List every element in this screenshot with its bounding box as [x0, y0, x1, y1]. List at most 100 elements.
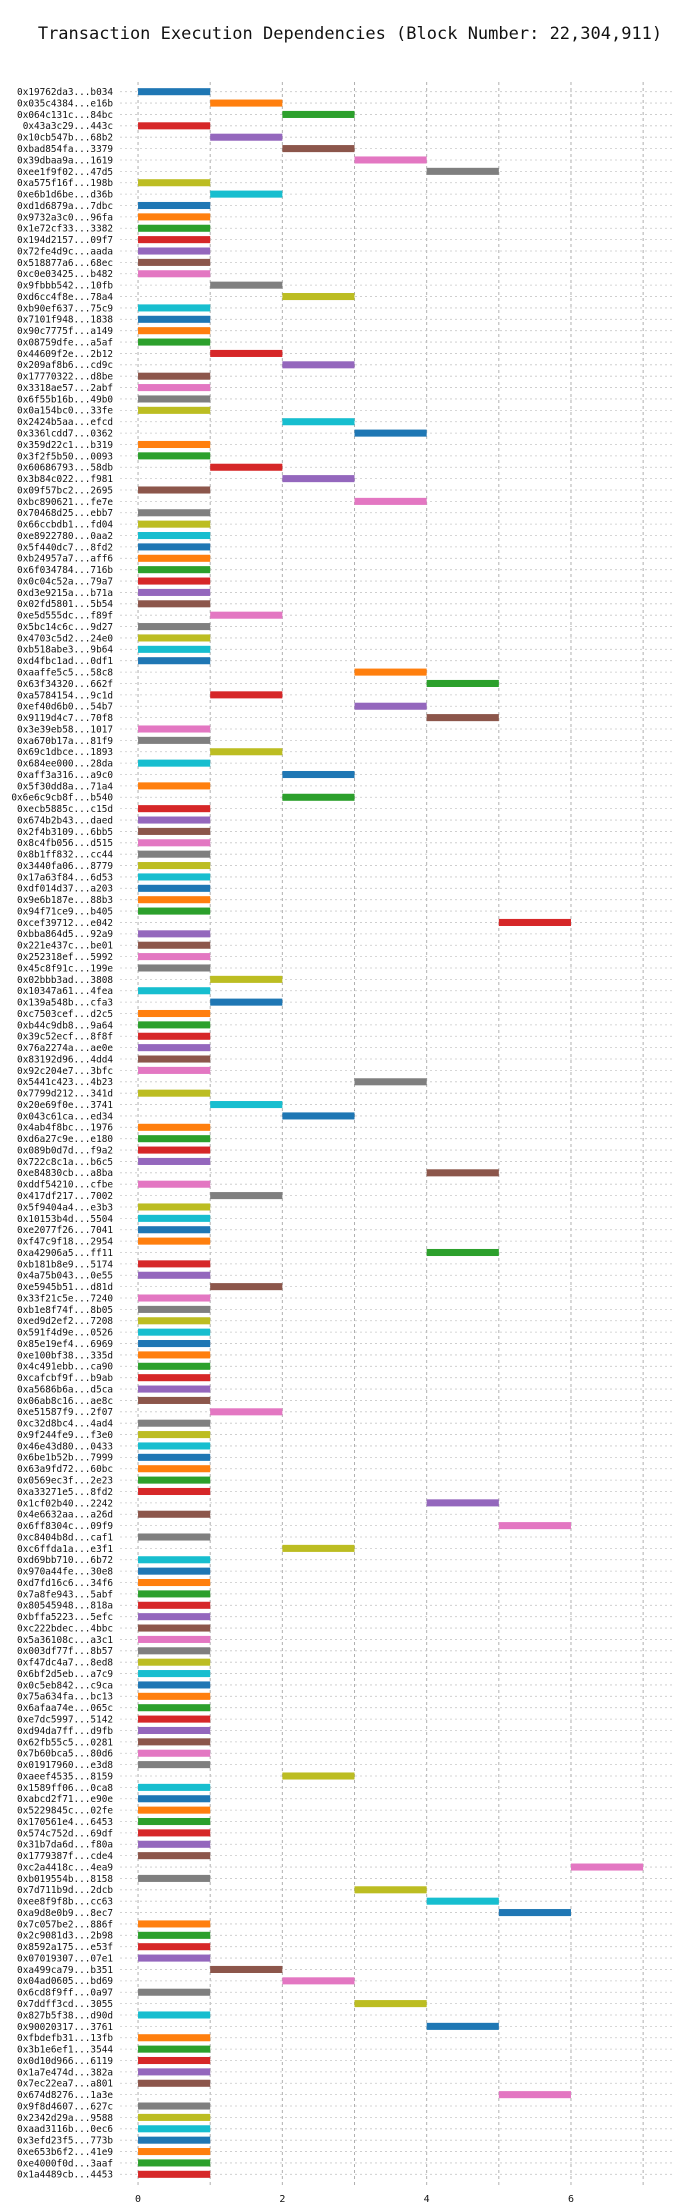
transaction-bar — [138, 577, 211, 585]
transaction-label: 0x7c057be2...886f — [17, 1919, 113, 1930]
transaction-bar — [138, 1431, 211, 1439]
transaction-label: 0xa5784154...9c1d — [17, 690, 113, 701]
transaction-bar — [138, 1260, 211, 1268]
transaction-bar — [282, 418, 355, 426]
transaction-bar — [138, 725, 211, 733]
transaction-label: 0x92c204e7...3bfc — [17, 1066, 113, 1077]
transaction-bar — [138, 1556, 211, 1564]
transaction-label: 0x09f57bc2...2695 — [17, 485, 113, 496]
transaction-label: 0x75a634fa...bc13 — [17, 1692, 113, 1703]
transaction-label: 0xd69bb710...6b72 — [17, 1555, 113, 1566]
transaction-bar — [138, 2102, 211, 2110]
x-tick-layer: 0 2 4 6 — [135, 2194, 574, 2205]
transaction-bar — [138, 406, 211, 414]
transaction-bar — [138, 543, 211, 551]
transaction-label: 0x0569ec3f...2e23 — [17, 1476, 113, 1487]
transaction-label: 0x1e72cf33...3382 — [17, 224, 113, 235]
transaction-bar — [138, 850, 211, 858]
transaction-label: 0xb24957a7...aff6 — [17, 554, 113, 565]
transaction-label: 0x5f9404a4...e3b3 — [17, 1202, 113, 1213]
transaction-label: 0x1cf02b40...2242 — [17, 1498, 113, 1509]
transaction-label: 0x85e19ef4...6969 — [17, 1339, 113, 1350]
transaction-bar — [138, 486, 211, 494]
transaction-bar — [210, 1965, 283, 1973]
transaction-bar — [138, 1271, 211, 1279]
transaction-label: 0x3b1e6ef1...3544 — [17, 2045, 113, 2056]
transaction-bar — [282, 293, 355, 301]
transaction-label: 0x04ad0605...bd69 — [17, 1976, 113, 1987]
transaction-bar — [138, 2045, 211, 2053]
transaction-bar — [498, 1909, 571, 1917]
transaction-bar — [138, 452, 211, 460]
transaction-bar — [138, 1806, 211, 1814]
transaction-label: 0x2342d29a...9588 — [17, 2113, 113, 2124]
transaction-label: 0xb518abe3...9b64 — [17, 645, 113, 656]
transaction-label: 0xa499ca79...b351 — [17, 1965, 113, 1976]
transaction-bar — [138, 1704, 211, 1712]
transaction-label: 0xa33271e5...8fd2 — [17, 1487, 113, 1498]
transaction-label: 0x518877a6...68ec — [17, 258, 113, 269]
transaction-bar — [282, 793, 355, 801]
transaction-bar — [138, 2125, 211, 2133]
transaction-bar — [138, 930, 211, 938]
transaction-bar — [138, 224, 211, 232]
transaction-label: 0x9f244fe9...f3e0 — [17, 1430, 113, 1441]
transaction-label: 0xc7503cef...d2c5 — [17, 1009, 113, 1020]
transaction-bar — [138, 566, 211, 574]
transaction-bar — [354, 1078, 427, 1086]
transaction-bar — [426, 679, 499, 688]
transaction-bar — [354, 1886, 427, 1894]
transaction-bar — [138, 1931, 211, 1939]
transaction-bar — [138, 1294, 211, 1302]
transaction-label: 0x5f440dc7...8fd2 — [17, 542, 113, 553]
transaction-bar — [282, 145, 355, 153]
transaction-label: 0xe100bf38...335d — [17, 1350, 113, 1361]
transaction-label: 0x722c8c1a...b6c5 — [17, 1157, 113, 1168]
transaction-bar — [210, 748, 283, 756]
transaction-label: 0x7ddff3cd...3055 — [17, 1999, 113, 2010]
transaction-bar — [138, 1237, 211, 1245]
transaction-label: 0x20e69f0e...3741 — [17, 1100, 113, 1111]
transaction-bar — [138, 1305, 211, 1313]
transaction-label: 0x221e437c...be01 — [17, 941, 113, 952]
transaction-label: 0x63f34320...662f — [17, 679, 113, 690]
transaction-bar — [210, 1283, 283, 1291]
transaction-label: 0x2424b5aa...efcd — [17, 417, 113, 428]
transaction-bar — [210, 463, 283, 471]
transaction-label: 0x4703c5d2...24e0 — [17, 633, 113, 644]
transaction-label: 0xd1d6879a...7dbc — [17, 201, 113, 212]
transaction-label: 0xb1e8f74f...8b05 — [17, 1305, 113, 1316]
transaction-bar — [138, 384, 211, 392]
transaction-bar — [138, 1032, 211, 1040]
transaction-label: 0x60686793...58db — [17, 463, 113, 474]
transaction-label: 0x827b5f38...d90d — [17, 2010, 113, 2021]
transaction-bar — [138, 827, 211, 835]
transaction-bar — [210, 998, 283, 1006]
transaction-label: 0x043c61ca...ed34 — [17, 1111, 113, 1122]
transaction-bar — [138, 1044, 211, 1052]
transaction-label: 0xd94da7ff...d9fb — [17, 1726, 113, 1737]
transaction-bar — [138, 1396, 211, 1404]
transaction-bar — [210, 691, 283, 699]
transaction-label: 0x139a548b...cfa3 — [17, 998, 113, 1009]
transaction-label: 0x3e39eb58...1017 — [17, 724, 113, 735]
x-tick-label: 6 — [568, 2194, 574, 2205]
transaction-bar — [138, 1601, 211, 1609]
transaction-label: 0x6f034784...716b — [17, 565, 113, 576]
transaction-label: 0x7d711b9d...2dcb — [17, 1885, 113, 1896]
transaction-label: 0xe2077f26...7041 — [17, 1225, 113, 1236]
transaction-label: 0x02fd5801...5b54 — [17, 599, 113, 610]
transaction-bar — [138, 941, 211, 949]
transaction-label: 0xbffa5223...5efc — [17, 1612, 113, 1623]
transaction-label: 0x5229845c...02fe — [17, 1806, 113, 1817]
transaction-bar — [426, 1499, 499, 1507]
transaction-bar — [138, 1476, 211, 1484]
transaction-label: 0x66ccbdb1...fd04 — [17, 520, 113, 531]
transaction-bar — [210, 349, 283, 357]
transaction-bar — [138, 1715, 211, 1723]
transaction-label: 0xabcd2f71...e90e — [17, 1794, 113, 1805]
transaction-bar — [138, 964, 211, 972]
transaction-bar — [138, 1214, 211, 1222]
transaction-label: 0xfbdefb31...13fb — [17, 2033, 113, 2044]
transaction-bar — [138, 1146, 211, 1154]
